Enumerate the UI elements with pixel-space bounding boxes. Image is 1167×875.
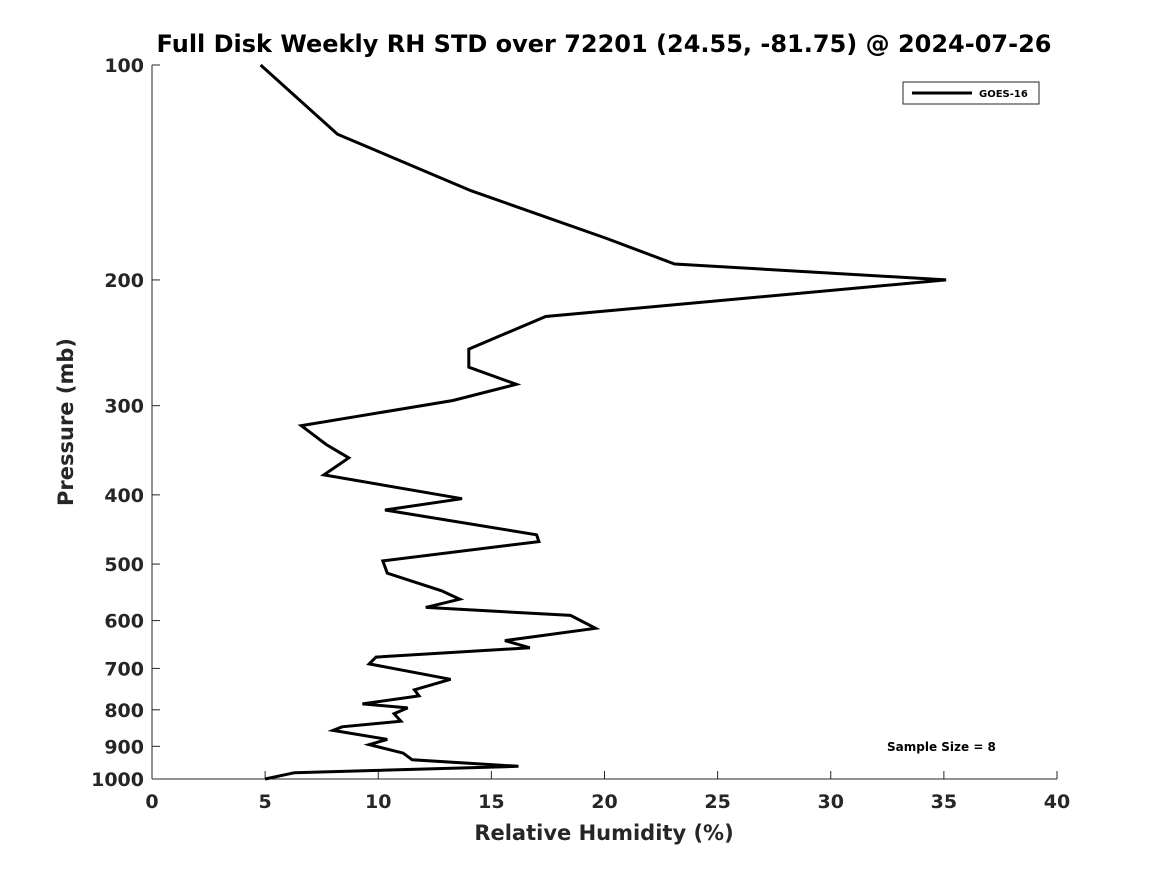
x-axis-ticks: 0 5 10 15 20 25 30 35 40 <box>145 771 1070 813</box>
y-axis-label: Pressure (mb) <box>54 338 78 506</box>
y-axis-ticks: 100 200 300 400 500 600 700 800 900 1000 <box>91 55 160 791</box>
legend: GOES-16 <box>902 81 1040 105</box>
x-tick-label: 40 <box>1044 791 1070 813</box>
y-tick-label: 600 <box>104 611 144 633</box>
y-tick-label: 900 <box>104 736 144 758</box>
x-tick-label: 20 <box>591 791 617 813</box>
x-axis-label: Relative Humidity (%) <box>474 821 733 845</box>
chart-title: Full Disk Weekly RH STD over 72201 (24.5… <box>157 30 1052 58</box>
x-tick-label: 35 <box>931 791 957 813</box>
series-line-goes-16 <box>259 63 947 781</box>
x-tick-label: 10 <box>365 791 391 813</box>
y-tick-label: 800 <box>104 700 144 722</box>
y-tick-label: 500 <box>104 554 144 576</box>
legend-label-goes-16: GOES-16 <box>979 89 1028 100</box>
y-tick-label: 200 <box>104 270 144 292</box>
x-tick-label: 25 <box>704 791 730 813</box>
y-tick-label: 1000 <box>91 769 144 791</box>
y-tick-label: 300 <box>104 396 144 418</box>
sample-size-annotation: Sample Size = 8 <box>887 740 996 754</box>
x-tick-label: 5 <box>259 791 272 813</box>
y-tick-label: 100 <box>104 55 144 77</box>
x-tick-label: 0 <box>145 791 158 813</box>
y-tick-label: 700 <box>104 658 144 680</box>
x-tick-label: 15 <box>478 791 504 813</box>
y-tick-label: 400 <box>104 485 144 507</box>
x-tick-label: 30 <box>818 791 844 813</box>
